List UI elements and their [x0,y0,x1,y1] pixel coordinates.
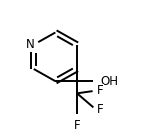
Text: N: N [26,38,35,51]
Text: F: F [97,103,104,116]
Text: OH: OH [100,75,118,88]
Text: F: F [97,84,104,97]
Text: F: F [74,119,80,132]
